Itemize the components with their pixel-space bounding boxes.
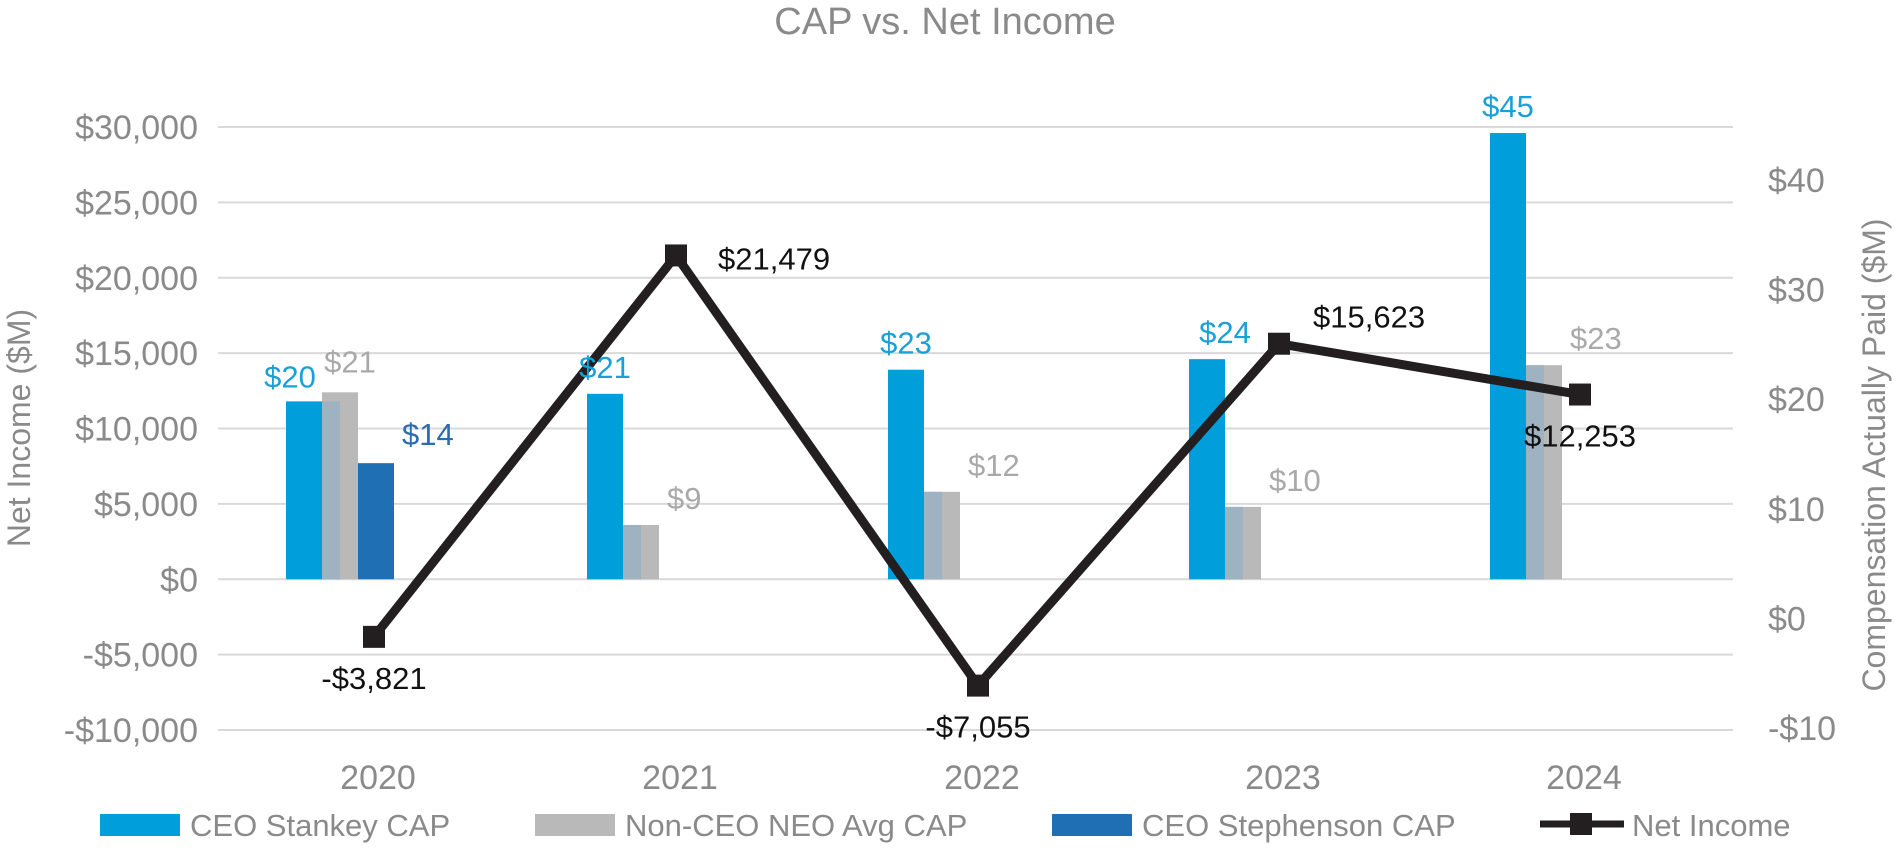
legend-net-income-swatch-marker	[1570, 813, 1592, 835]
left-axis-ticks: $30,000 $25,000 $20,000 $15,000 $10,000 $5,00…	[64, 109, 198, 750]
x-tick-label: 2022	[944, 759, 1020, 797]
left-tick-label: $20,000	[75, 260, 198, 298]
bar-labels: $20 $21$14$21$9$23$12$24$10$45$23	[264, 89, 1622, 516]
right-tick-label: $10	[1768, 491, 1825, 529]
bar-overlap-shade	[623, 524, 641, 580]
left-tick-label: $0	[160, 561, 198, 599]
right-tick-label: $30	[1768, 272, 1825, 310]
bar-ceo-stankey	[587, 393, 623, 580]
net-income-marker	[1569, 383, 1591, 406]
bar-ceo-stankey	[1189, 359, 1225, 580]
left-tick-label: $5,000	[94, 486, 198, 524]
net-income-value-label: -$7,055	[925, 710, 1030, 745]
bar-ceo-stankey	[286, 401, 322, 580]
bar-value-label: $20	[264, 359, 316, 394]
bar-value-label: $21	[324, 344, 376, 379]
legend-ceo-stephenson-swatch	[1052, 814, 1132, 836]
right-tick-label: $40	[1768, 162, 1825, 200]
legend-ceo-stankey-label: CEO Stankey CAP	[190, 808, 450, 843]
right-tick-label: -$10	[1768, 710, 1836, 748]
bar-overlap-shade	[1526, 365, 1544, 580]
x-axis-ticks: 2020 2021 2022 2023 2024	[340, 759, 1622, 797]
bar-value-label: $23	[880, 326, 932, 361]
x-tick-label: 2024	[1546, 759, 1622, 797]
net-income-marker	[1268, 332, 1290, 355]
right-tick-label: $20	[1768, 381, 1825, 419]
gridlines	[218, 126, 1733, 731]
bar-value-label: $10	[1269, 463, 1321, 498]
right-axis-ticks: $40 $30 $20 $10 $0 -$10	[1768, 162, 1836, 748]
legend-ceo-stankey-swatch	[100, 814, 180, 836]
right-tick-label: $0	[1768, 600, 1806, 638]
bar-value-label: $9	[667, 481, 701, 516]
legend: CEO Stankey CAP Non-CEO NEO Avg CAP CEO St…	[100, 808, 1791, 843]
left-tick-label: $10,000	[75, 411, 198, 449]
x-tick-label: 2023	[1245, 759, 1321, 797]
left-tick-label: -$10,000	[64, 712, 198, 750]
net-income-marker	[665, 244, 687, 267]
x-tick-label: 2021	[642, 759, 718, 797]
net-income-value-label: $12,253	[1524, 419, 1636, 454]
net-income-value-label: -$3,821	[321, 661, 426, 696]
legend-non-ceo-neo-label: Non-CEO NEO Avg CAP	[625, 808, 967, 843]
bar-overlap-shade	[322, 401, 340, 580]
left-tick-label: $15,000	[75, 335, 198, 373]
bar-ceo-stankey	[1490, 133, 1526, 580]
bar-ceo-stephenson	[358, 463, 394, 580]
legend-ceo-stephenson-label: CEO Stephenson CAP	[1142, 808, 1456, 843]
legend-non-ceo-neo-swatch	[535, 814, 615, 836]
net-income-line-group: -$3,821 $21,479 -$7,055 $15,623 $12,253	[321, 241, 1636, 744]
net-income-marker	[967, 674, 989, 697]
left-axis-title: Net Income ($M)	[1, 309, 37, 547]
net-income-marker	[363, 625, 385, 648]
bar-overlap-shade	[1225, 506, 1243, 580]
right-axis-title: Compensation Actually Paid ($M)	[1856, 218, 1892, 691]
bar-value-label: $14	[402, 417, 454, 452]
bar-overlap-shade	[924, 491, 942, 580]
net-income-value-label: $21,479	[718, 241, 830, 276]
bar-value-label: $23	[1570, 321, 1622, 356]
legend-net-income-label: Net Income	[1632, 808, 1791, 843]
chart-title: CAP vs. Net Income	[774, 1, 1115, 43]
left-tick-label: $30,000	[75, 109, 198, 147]
bar-value-label: $24	[1199, 315, 1251, 350]
x-tick-label: 2020	[340, 759, 416, 797]
bars	[286, 133, 1562, 580]
net-income-value-label: $15,623	[1313, 300, 1425, 335]
bar-value-label: $12	[968, 448, 1020, 483]
bar-ceo-stankey	[888, 369, 924, 580]
left-tick-label: -$5,000	[83, 637, 198, 675]
left-tick-label: $25,000	[75, 184, 198, 222]
bar-value-label: $45	[1482, 89, 1534, 124]
bar-value-label: $21	[579, 350, 631, 385]
